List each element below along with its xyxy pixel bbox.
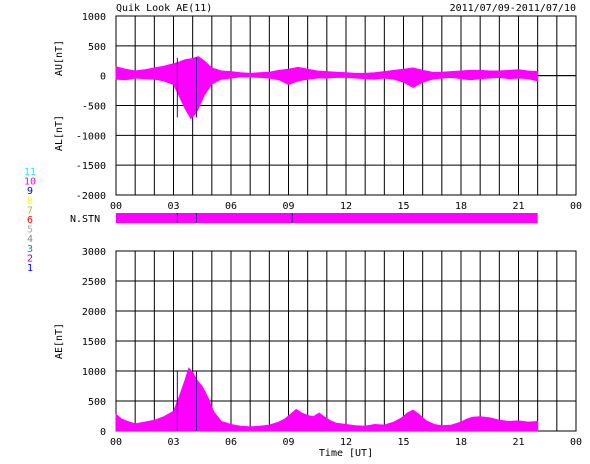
au-al-envelope-area bbox=[115, 56, 539, 120]
au-axis-label: AU[nT] bbox=[54, 40, 65, 76]
ae-y-tick-label: 1500 bbox=[82, 337, 106, 348]
ae-y-tick-label: 500 bbox=[88, 397, 106, 408]
ae-axis-label: AE[nT] bbox=[54, 323, 65, 359]
au-al-x-tick-label: 00 bbox=[110, 201, 122, 212]
au-al-series bbox=[115, 56, 576, 120]
ae-y-tick-label: 2500 bbox=[82, 277, 106, 288]
ae-y-tick-label: 3000 bbox=[82, 247, 106, 258]
station-number-4: 4 bbox=[27, 234, 33, 245]
station-number-9: 9 bbox=[27, 186, 33, 197]
station-number-5: 5 bbox=[27, 225, 33, 236]
station-number-11: 11 bbox=[24, 167, 36, 178]
station-number-7: 7 bbox=[27, 205, 33, 216]
station-number-6: 6 bbox=[27, 215, 33, 226]
au-al-y-tick-label: 500 bbox=[88, 42, 106, 53]
station-number-1: 1 bbox=[27, 263, 33, 274]
au-al-x-tick-label: 21 bbox=[512, 201, 524, 212]
station-number-8: 8 bbox=[27, 196, 33, 207]
station-number-3: 3 bbox=[27, 244, 33, 255]
ae-y-tick-label: 2000 bbox=[82, 307, 106, 318]
nstn-segment bbox=[177, 213, 197, 223]
au-al-y-tick-label: -2000 bbox=[76, 191, 106, 202]
ae-y-tick-label: 0 bbox=[100, 427, 106, 438]
date-range: 2011/07/09-2011/07/10 bbox=[450, 3, 576, 14]
au-al-grid bbox=[115, 15, 577, 196]
au-al-y-tick-labels: 1000 500 0 -500 -1000 -1500 -2000 bbox=[76, 12, 106, 202]
ae-x-tick-label: 18 bbox=[455, 437, 467, 448]
ae-x-tick-label: 15 bbox=[397, 437, 409, 448]
station-number-10: 10 bbox=[24, 177, 36, 188]
ae-panel: 3000 2500 2000 1500 1000 500 0 00 03 06 09 12 15 18 2… bbox=[54, 247, 582, 459]
au-al-x-tick-label: 18 bbox=[455, 201, 467, 212]
ae-x-tick-label: 12 bbox=[340, 437, 352, 448]
ae-x-tick-labels: 00 03 06 09 12 15 18 21 00 bbox=[110, 437, 582, 448]
au-al-x-tick-label: 03 bbox=[167, 201, 179, 212]
au-al-x-tick-label: 09 bbox=[282, 201, 294, 212]
au-al-y-tick-label: 1000 bbox=[82, 12, 106, 23]
au-al-x-tick-label: 06 bbox=[225, 201, 237, 212]
nstn-segment bbox=[292, 213, 538, 223]
au-al-y-tick-label: -1000 bbox=[76, 131, 106, 142]
au-al-x-tick-labels: 00 03 06 09 12 15 18 21 00 bbox=[110, 201, 582, 212]
ae-series bbox=[115, 367, 539, 432]
au-al-x-tick-label: 00 bbox=[570, 201, 582, 212]
time-axis-label: Time [UT] bbox=[319, 448, 373, 459]
ae-x-tick-label: 21 bbox=[512, 437, 524, 448]
nstn-segment bbox=[196, 213, 293, 223]
ae-x-tick-label: 00 bbox=[110, 437, 122, 448]
chart-title: Quik Look AE(11) bbox=[116, 3, 212, 14]
al-axis-label: AL[nT] bbox=[54, 115, 65, 151]
nstn-segment bbox=[116, 213, 178, 223]
au-al-y-tick-label: 0 bbox=[100, 72, 106, 83]
au-al-y-tick-label: -500 bbox=[82, 102, 106, 113]
au-al-x-tick-label: 12 bbox=[340, 201, 352, 212]
ae-x-tick-label: 00 bbox=[570, 437, 582, 448]
au-al-y-tick-label: -1500 bbox=[76, 161, 106, 172]
nstn-label: N.STN bbox=[70, 214, 100, 225]
nstn-bar bbox=[116, 213, 538, 223]
au-al-x-tick-label: 15 bbox=[397, 201, 409, 212]
ae-area bbox=[115, 367, 539, 432]
ae-y-tick-labels: 3000 2500 2000 1500 1000 500 0 bbox=[82, 247, 106, 438]
ae-x-tick-label: 03 bbox=[167, 437, 179, 448]
ae-x-tick-label: 09 bbox=[282, 437, 294, 448]
au-al-panel: 1000 500 0 -500 -1000 -1500 -2000 00 03 06 09 12 15… bbox=[54, 12, 582, 212]
ae-y-tick-label: 1000 bbox=[82, 367, 106, 378]
au-al-frame bbox=[115, 15, 577, 196]
ae-x-tick-label: 06 bbox=[225, 437, 237, 448]
station-number-2: 2 bbox=[27, 253, 33, 264]
